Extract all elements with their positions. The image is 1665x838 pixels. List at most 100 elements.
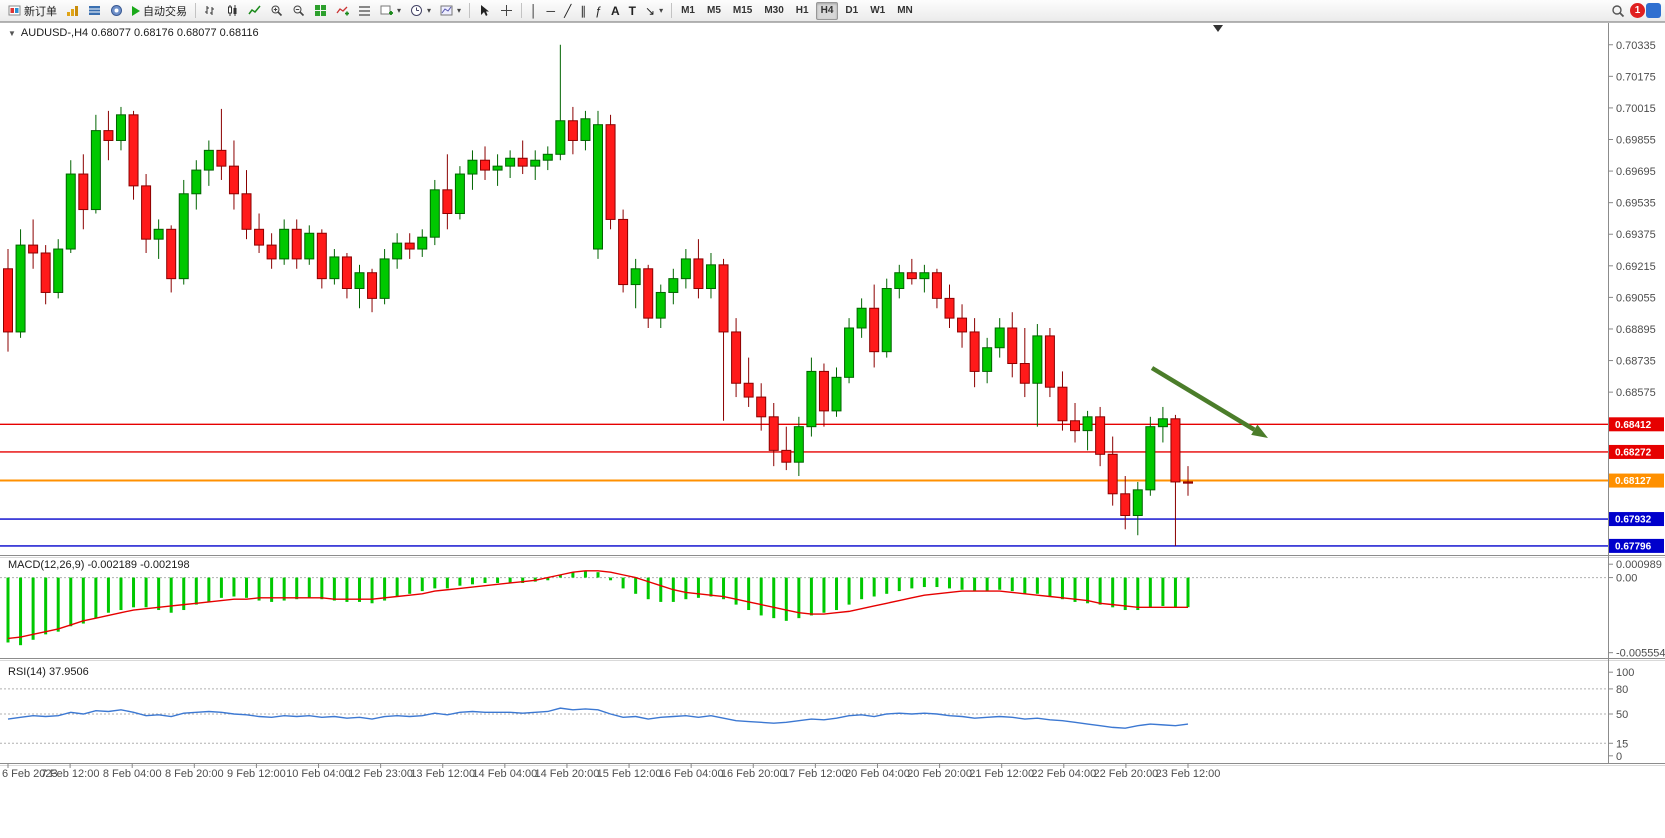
svg-text:17 Feb 12:00: 17 Feb 12:00 <box>783 768 848 780</box>
svg-text:0.69055: 0.69055 <box>1616 292 1656 304</box>
svg-text:0.68895: 0.68895 <box>1616 324 1656 336</box>
market-watch-icon <box>89 6 100 15</box>
svg-text:80: 80 <box>1616 684 1628 696</box>
timeframe-button-group: M1 M5 M15 M30 H1 H4 D1 W1 MN <box>676 1 918 20</box>
indicators-list-button[interactable] <box>354 1 375 21</box>
market-watch-button[interactable] <box>84 1 105 21</box>
text-tool-button[interactable]: A <box>607 1 624 21</box>
new-order-label: 新订单 <box>24 5 57 18</box>
svg-text:0.68127: 0.68127 <box>1615 476 1652 487</box>
caret-down-icon: ▾ <box>397 6 402 15</box>
label-tool-button[interactable]: T <box>625 1 640 21</box>
svg-text:0.67932: 0.67932 <box>1615 515 1652 526</box>
label-tool-label: T <box>628 3 636 18</box>
profiles-icon <box>67 6 78 16</box>
vertical-line-tool-button[interactable]: │ <box>526 1 542 21</box>
svg-text:-0.005554: -0.005554 <box>1616 648 1665 660</box>
messenger-icon[interactable] <box>1646 3 1661 18</box>
zoom-in-button[interactable] <box>266 1 287 21</box>
template-icon <box>440 5 453 16</box>
line-chart-mode-button[interactable] <box>244 1 265 21</box>
horizontal-line-tool-button[interactable]: ─ <box>543 1 560 21</box>
svg-text:23 Feb 12:00: 23 Feb 12:00 <box>1156 768 1221 780</box>
timeframe-button-w1[interactable]: W1 <box>870 5 886 16</box>
timeframe-button-mn[interactable]: MN <box>897 5 913 16</box>
timeframe-button-d1[interactable]: D1 <box>845 5 859 16</box>
svg-text:0.67796: 0.67796 <box>1615 541 1652 552</box>
svg-text:0.68272: 0.68272 <box>1615 447 1652 458</box>
svg-text:0.70015: 0.70015 <box>1616 103 1656 115</box>
indicators-button[interactable] <box>332 1 353 21</box>
timeframe-button-h1[interactable]: H1 <box>795 5 809 16</box>
add-chart-dropdown[interactable]: ▾ <box>376 1 405 21</box>
navigator-button[interactable] <box>106 1 127 21</box>
crosshair-button[interactable] <box>496 1 517 21</box>
svg-text:16 Feb 20:00: 16 Feb 20:00 <box>721 768 786 780</box>
fibonacci-tool-button[interactable]: ƒ <box>591 1 606 21</box>
tile-windows-button[interactable] <box>310 1 331 21</box>
svg-text:14 Feb 04:00: 14 Feb 04:00 <box>472 768 537 780</box>
notification-badge[interactable]: 1 <box>1630 3 1645 18</box>
channel-icon: ∥ <box>580 3 587 18</box>
svg-text:0.68735: 0.68735 <box>1616 356 1656 368</box>
caret-down-icon: ▾ <box>659 5 664 15</box>
svg-text:8 Feb 04:00: 8 Feb 04:00 <box>103 768 162 780</box>
auto-trading-button[interactable]: 自动交易 <box>128 1 191 21</box>
arrows-tool-dropdown[interactable]: ↘ ▾ <box>641 1 667 21</box>
timeframe-button-m15[interactable]: M15 <box>732 5 753 16</box>
new-order-button[interactable]: 新订单 <box>4 1 61 21</box>
trendline-tool-button[interactable]: ╱ <box>560 1 575 21</box>
bar-chart-mode-button[interactable] <box>200 1 221 21</box>
main-toolbar: 新订单 自动交易 ▾ ▾ ▾ <box>0 0 1665 22</box>
indicators-icon <box>336 6 349 16</box>
timeframe-button-h4[interactable]: H4 <box>815 1 839 20</box>
svg-text:50: 50 <box>1616 709 1628 721</box>
caret-down-icon: ▾ <box>427 6 432 15</box>
zoom-in-icon <box>271 5 283 17</box>
svg-text:16 Feb 04:00: 16 Feb 04:00 <box>659 768 724 780</box>
svg-text:9 Feb 12:00: 9 Feb 12:00 <box>227 768 286 780</box>
zoom-out-button[interactable] <box>288 1 309 21</box>
search-icon <box>1612 4 1625 17</box>
line-chart-icon <box>248 5 261 15</box>
timeframe-button-m5[interactable]: M5 <box>706 5 721 16</box>
symbol-ohlc-title: AUDUSD-,H4 0.68077 0.68176 0.68077 0.681… <box>20 27 259 39</box>
svg-text:0.00: 0.00 <box>1616 573 1637 585</box>
auto-trading-play-icon <box>132 5 140 16</box>
auto-trading-label: 自动交易 <box>143 5 187 18</box>
fibonacci-icon: ƒ <box>595 3 602 18</box>
svg-text:8 Feb 20:00: 8 Feb 20:00 <box>165 768 224 780</box>
notification-count: 1 <box>1634 5 1641 16</box>
cursor-icon <box>481 5 490 16</box>
macd-indicator-label: MACD(12,26,9) -0.002189 -0.002198 <box>8 559 190 571</box>
profiles-button[interactable] <box>62 1 83 21</box>
svg-text:0.68575: 0.68575 <box>1616 387 1656 399</box>
templates-dropdown[interactable]: ▾ <box>436 1 465 21</box>
svg-text:0.70175: 0.70175 <box>1616 71 1656 83</box>
svg-text:15: 15 <box>1616 738 1628 750</box>
cursor-button[interactable] <box>474 1 495 21</box>
svg-text:7 Feb 12:00: 7 Feb 12:00 <box>41 768 100 780</box>
indicators-list-icon <box>359 6 370 16</box>
caret-down-icon: ▾ <box>457 6 462 15</box>
timeframe-button-m30[interactable]: M30 <box>764 5 784 16</box>
channel-tool-button[interactable]: ∥ <box>576 1 590 21</box>
svg-text:0.68412: 0.68412 <box>1615 420 1652 431</box>
add-chart-icon <box>380 5 393 15</box>
toolbar-separator <box>469 3 471 18</box>
tile-windows-icon <box>315 5 326 16</box>
collapse-panel-icon[interactable]: ▼ <box>8 28 16 38</box>
periods-dropdown[interactable]: ▾ <box>406 1 435 21</box>
candlestick-mode-button[interactable] <box>222 1 243 21</box>
text-tool-label: A <box>610 3 620 18</box>
timeframe-button-m1[interactable]: M1 <box>681 5 695 16</box>
search-button[interactable] <box>1607 1 1629 21</box>
svg-text:0.69695: 0.69695 <box>1616 166 1656 178</box>
svg-text:0.69215: 0.69215 <box>1616 261 1656 273</box>
svg-text:20 Feb 20:00: 20 Feb 20:00 <box>907 768 972 780</box>
bar-chart-icon <box>205 6 214 15</box>
svg-text:100: 100 <box>1616 667 1634 679</box>
chart-title-bar: ▼ AUDUSD-,H4 0.68077 0.68176 0.68077 0.6… <box>8 27 259 39</box>
toolbar-separator <box>671 3 673 18</box>
